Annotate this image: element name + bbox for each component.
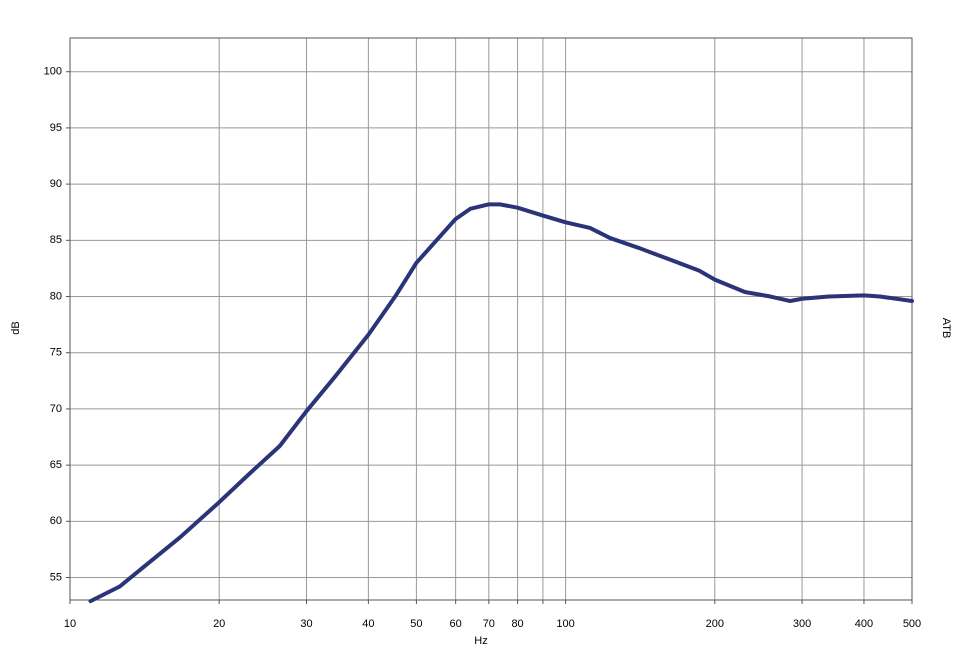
x-axis-label: Hz — [474, 635, 487, 647]
y-tick-label: 60 — [50, 515, 62, 527]
x-tick-label: 70 — [483, 618, 495, 630]
x-tick-label: 500 — [903, 618, 921, 630]
y-tick-label: 90 — [50, 178, 62, 190]
x-tick-label: 300 — [793, 618, 811, 630]
data-line — [88, 202, 914, 604]
y-tick-label: 75 — [50, 347, 62, 359]
y-tick-label: 70 — [50, 403, 62, 415]
plot-area — [69, 37, 913, 601]
x-tick-label: 10 — [64, 618, 76, 630]
x-tick-label: 30 — [300, 618, 312, 630]
y2-axis-label: ATB — [940, 318, 952, 339]
x-tick-label: 400 — [855, 618, 873, 630]
y-tick-label: 55 — [50, 571, 62, 583]
y-tick-label: 80 — [50, 290, 62, 302]
y-axis-label: dB — [10, 321, 22, 334]
x-tick-label: 20 — [213, 618, 225, 630]
x-tick-label: 100 — [556, 618, 574, 630]
y-tick-label: 65 — [50, 459, 62, 471]
x-tick-label: 40 — [362, 618, 374, 630]
x-tick-label: 80 — [511, 618, 523, 630]
y-tick-label: 100 — [44, 66, 62, 78]
x-tick-label: 50 — [410, 618, 422, 630]
y-tick-label: 85 — [50, 234, 62, 246]
x-tick-label: 60 — [450, 618, 462, 630]
x-tick-label: 200 — [706, 618, 724, 630]
y-tick-label: 95 — [50, 122, 62, 134]
